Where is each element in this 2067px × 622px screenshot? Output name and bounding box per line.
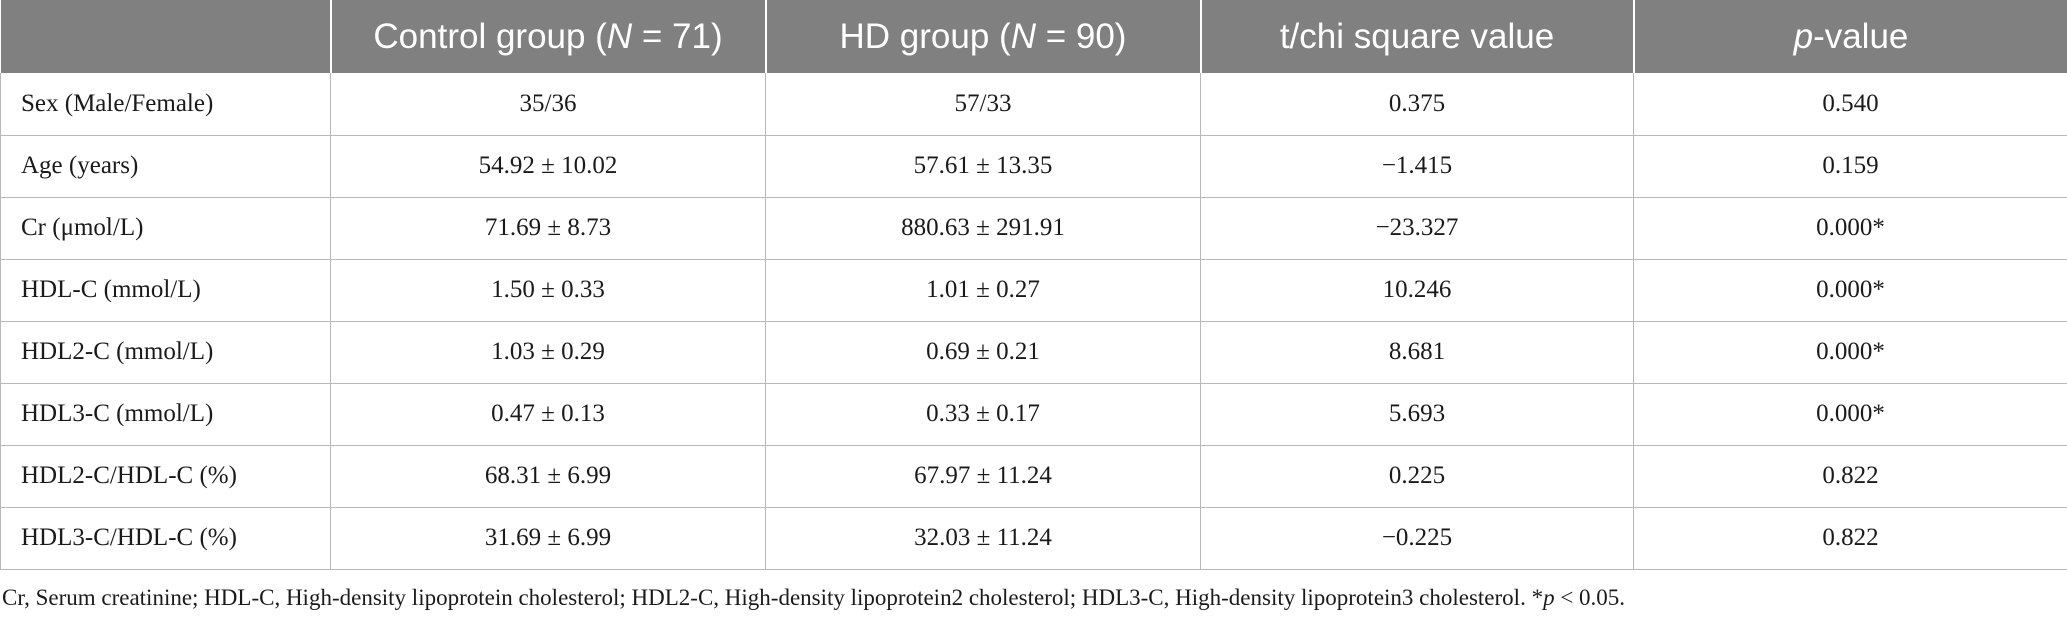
table-row: HDL3-C (mmol/L) 0.47 ± 0.13 0.33 ± 0.17 … <box>0 382 2067 446</box>
control-value: 54.92 ± 10.02 <box>330 134 766 198</box>
p-value: 0.000* <box>1633 258 2067 322</box>
control-value: 35/36 <box>330 73 766 136</box>
statistic-value: 8.681 <box>1200 320 1634 384</box>
header-control-group: Control group (N = 71) <box>329 0 766 73</box>
p-value: 0.000* <box>1633 196 2067 260</box>
table-footnote: Cr, Serum creatinine; HDL-C, High-densit… <box>2 585 1625 611</box>
header-p-value: p-value <box>1632 0 2067 73</box>
header-statistic: t/chi square value <box>1199 0 1634 73</box>
header-p-post: -value <box>1813 16 1909 56</box>
statistic-value: −23.327 <box>1200 196 1634 260</box>
header-control-post: = 71) <box>632 16 723 56</box>
hd-value: 0.33 ± 0.17 <box>765 382 1201 446</box>
control-value: 0.47 ± 0.13 <box>330 382 766 446</box>
p-value: 0.822 <box>1633 444 2067 508</box>
header-hd-n: N <box>1010 16 1036 56</box>
control-value: 1.03 ± 0.29 <box>330 320 766 384</box>
table-header-row: Control group (N = 71) HD group (N = 90)… <box>0 0 2067 73</box>
table-row: Age (years) 54.92 ± 10.02 57.61 ± 13.35 … <box>0 134 2067 198</box>
row-label: HDL3-C (mmol/L) <box>0 382 331 446</box>
row-label: HDL3-C/HDL-C (%) <box>0 506 331 570</box>
table-container: Control group (N = 71) HD group (N = 90)… <box>0 0 2067 570</box>
hd-value: 67.97 ± 11.24 <box>765 444 1201 508</box>
table-row: HDL2-C/HDL-C (%) 68.31 ± 6.99 67.97 ± 11… <box>0 444 2067 508</box>
control-value: 31.69 ± 6.99 <box>330 506 766 570</box>
footnote-text: Cr, Serum creatinine; HDL-C, High-densit… <box>2 585 1544 610</box>
row-label: HDL2-C (mmol/L) <box>0 320 331 384</box>
header-blank <box>1 0 331 73</box>
statistic-value: 0.375 <box>1200 73 1634 136</box>
footnote-threshold: < 0.05. <box>1554 585 1626 610</box>
p-value: 0.000* <box>1633 382 2067 446</box>
statistic-value: 5.693 <box>1200 382 1634 446</box>
header-hd-post: = 90) <box>1035 16 1127 56</box>
hd-value: 880.63 ± 291.91 <box>765 196 1201 260</box>
header-control-n: N <box>606 16 633 56</box>
p-value: 0.822 <box>1633 506 2067 570</box>
table-row: HDL-C (mmol/L) 1.50 ± 0.33 1.01 ± 0.27 1… <box>0 258 2067 322</box>
hd-value: 1.01 ± 0.27 <box>765 258 1201 322</box>
row-label: Cr (μmol/L) <box>0 196 331 260</box>
header-hd-group: HD group (N = 90) <box>764 0 1201 73</box>
footnote-p-italic: p <box>1543 585 1555 610</box>
row-label: HDL-C (mmol/L) <box>0 258 331 322</box>
p-value: 0.000* <box>1633 320 2067 384</box>
hd-value: 32.03 ± 11.24 <box>765 506 1201 570</box>
statistic-value: 10.246 <box>1200 258 1634 322</box>
row-label: HDL2-C/HDL-C (%) <box>0 444 331 508</box>
p-value: 0.159 <box>1633 134 2067 198</box>
table-row: HDL2-C (mmol/L) 1.03 ± 0.29 0.69 ± 0.21 … <box>0 320 2067 384</box>
control-value: 71.69 ± 8.73 <box>330 196 766 260</box>
comparison-table: Control group (N = 71) HD group (N = 90)… <box>0 0 2067 570</box>
p-value: 0.540 <box>1633 73 2067 136</box>
statistic-value: −0.225 <box>1200 506 1634 570</box>
control-value: 68.31 ± 6.99 <box>330 444 766 508</box>
header-p-italic: p <box>1793 16 1814 56</box>
table-row: Sex (Male/Female) 35/36 57/33 0.375 0.54… <box>0 73 2067 136</box>
hd-value: 0.69 ± 0.21 <box>765 320 1201 384</box>
hd-value: 57/33 <box>765 73 1201 136</box>
hd-value: 57.61 ± 13.35 <box>765 134 1201 198</box>
header-hd-pre: HD group ( <box>839 16 1011 56</box>
header-control-pre: Control group ( <box>373 16 607 56</box>
statistic-value: 0.225 <box>1200 444 1634 508</box>
control-value: 1.50 ± 0.33 <box>330 258 766 322</box>
table-row: HDL3-C/HDL-C (%) 31.69 ± 6.99 32.03 ± 11… <box>0 506 2067 570</box>
statistic-value: −1.415 <box>1200 134 1634 198</box>
table-row: Cr (μmol/L) 71.69 ± 8.73 880.63 ± 291.91… <box>0 196 2067 260</box>
row-label: Sex (Male/Female) <box>0 73 331 136</box>
row-label: Age (years) <box>0 134 331 198</box>
